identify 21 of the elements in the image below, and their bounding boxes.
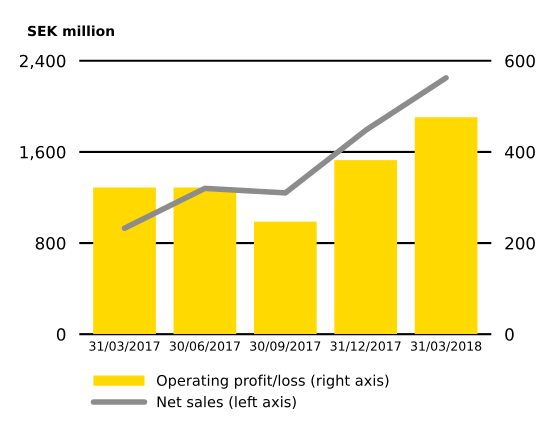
bar <box>174 187 236 334</box>
legend-label: Net sales (left axis) <box>158 396 296 410</box>
x-tick-label: 31/12/2017 <box>330 341 401 352</box>
x-tick-label: 31/03/2018 <box>411 341 482 352</box>
x-tick-label: 31/03/2017 <box>89 341 160 352</box>
x-tick-label: 30/09/2017 <box>250 341 320 352</box>
bar <box>254 222 317 334</box>
y-tick-label: 1,600 <box>20 146 66 160</box>
x-tick-label: 30/06/2017 <box>170 341 240 352</box>
y2-tick-label: 400 <box>504 146 535 158</box>
y-tick-label: 2,400 <box>20 54 66 70</box>
y2-tick-label: 600 <box>505 54 535 68</box>
legend-label: Operating profit/loss (right axis) <box>156 374 388 389</box>
y-axis-title: SEK million <box>28 25 114 36</box>
bar <box>414 117 478 334</box>
y-tick-label: 800 <box>36 237 66 250</box>
y2-tick-label: 0 <box>505 328 514 341</box>
bar <box>93 187 156 334</box>
y-tick-label: 0 <box>56 328 66 341</box>
y2-tick-label: 200 <box>505 237 535 250</box>
bar <box>334 160 398 334</box>
